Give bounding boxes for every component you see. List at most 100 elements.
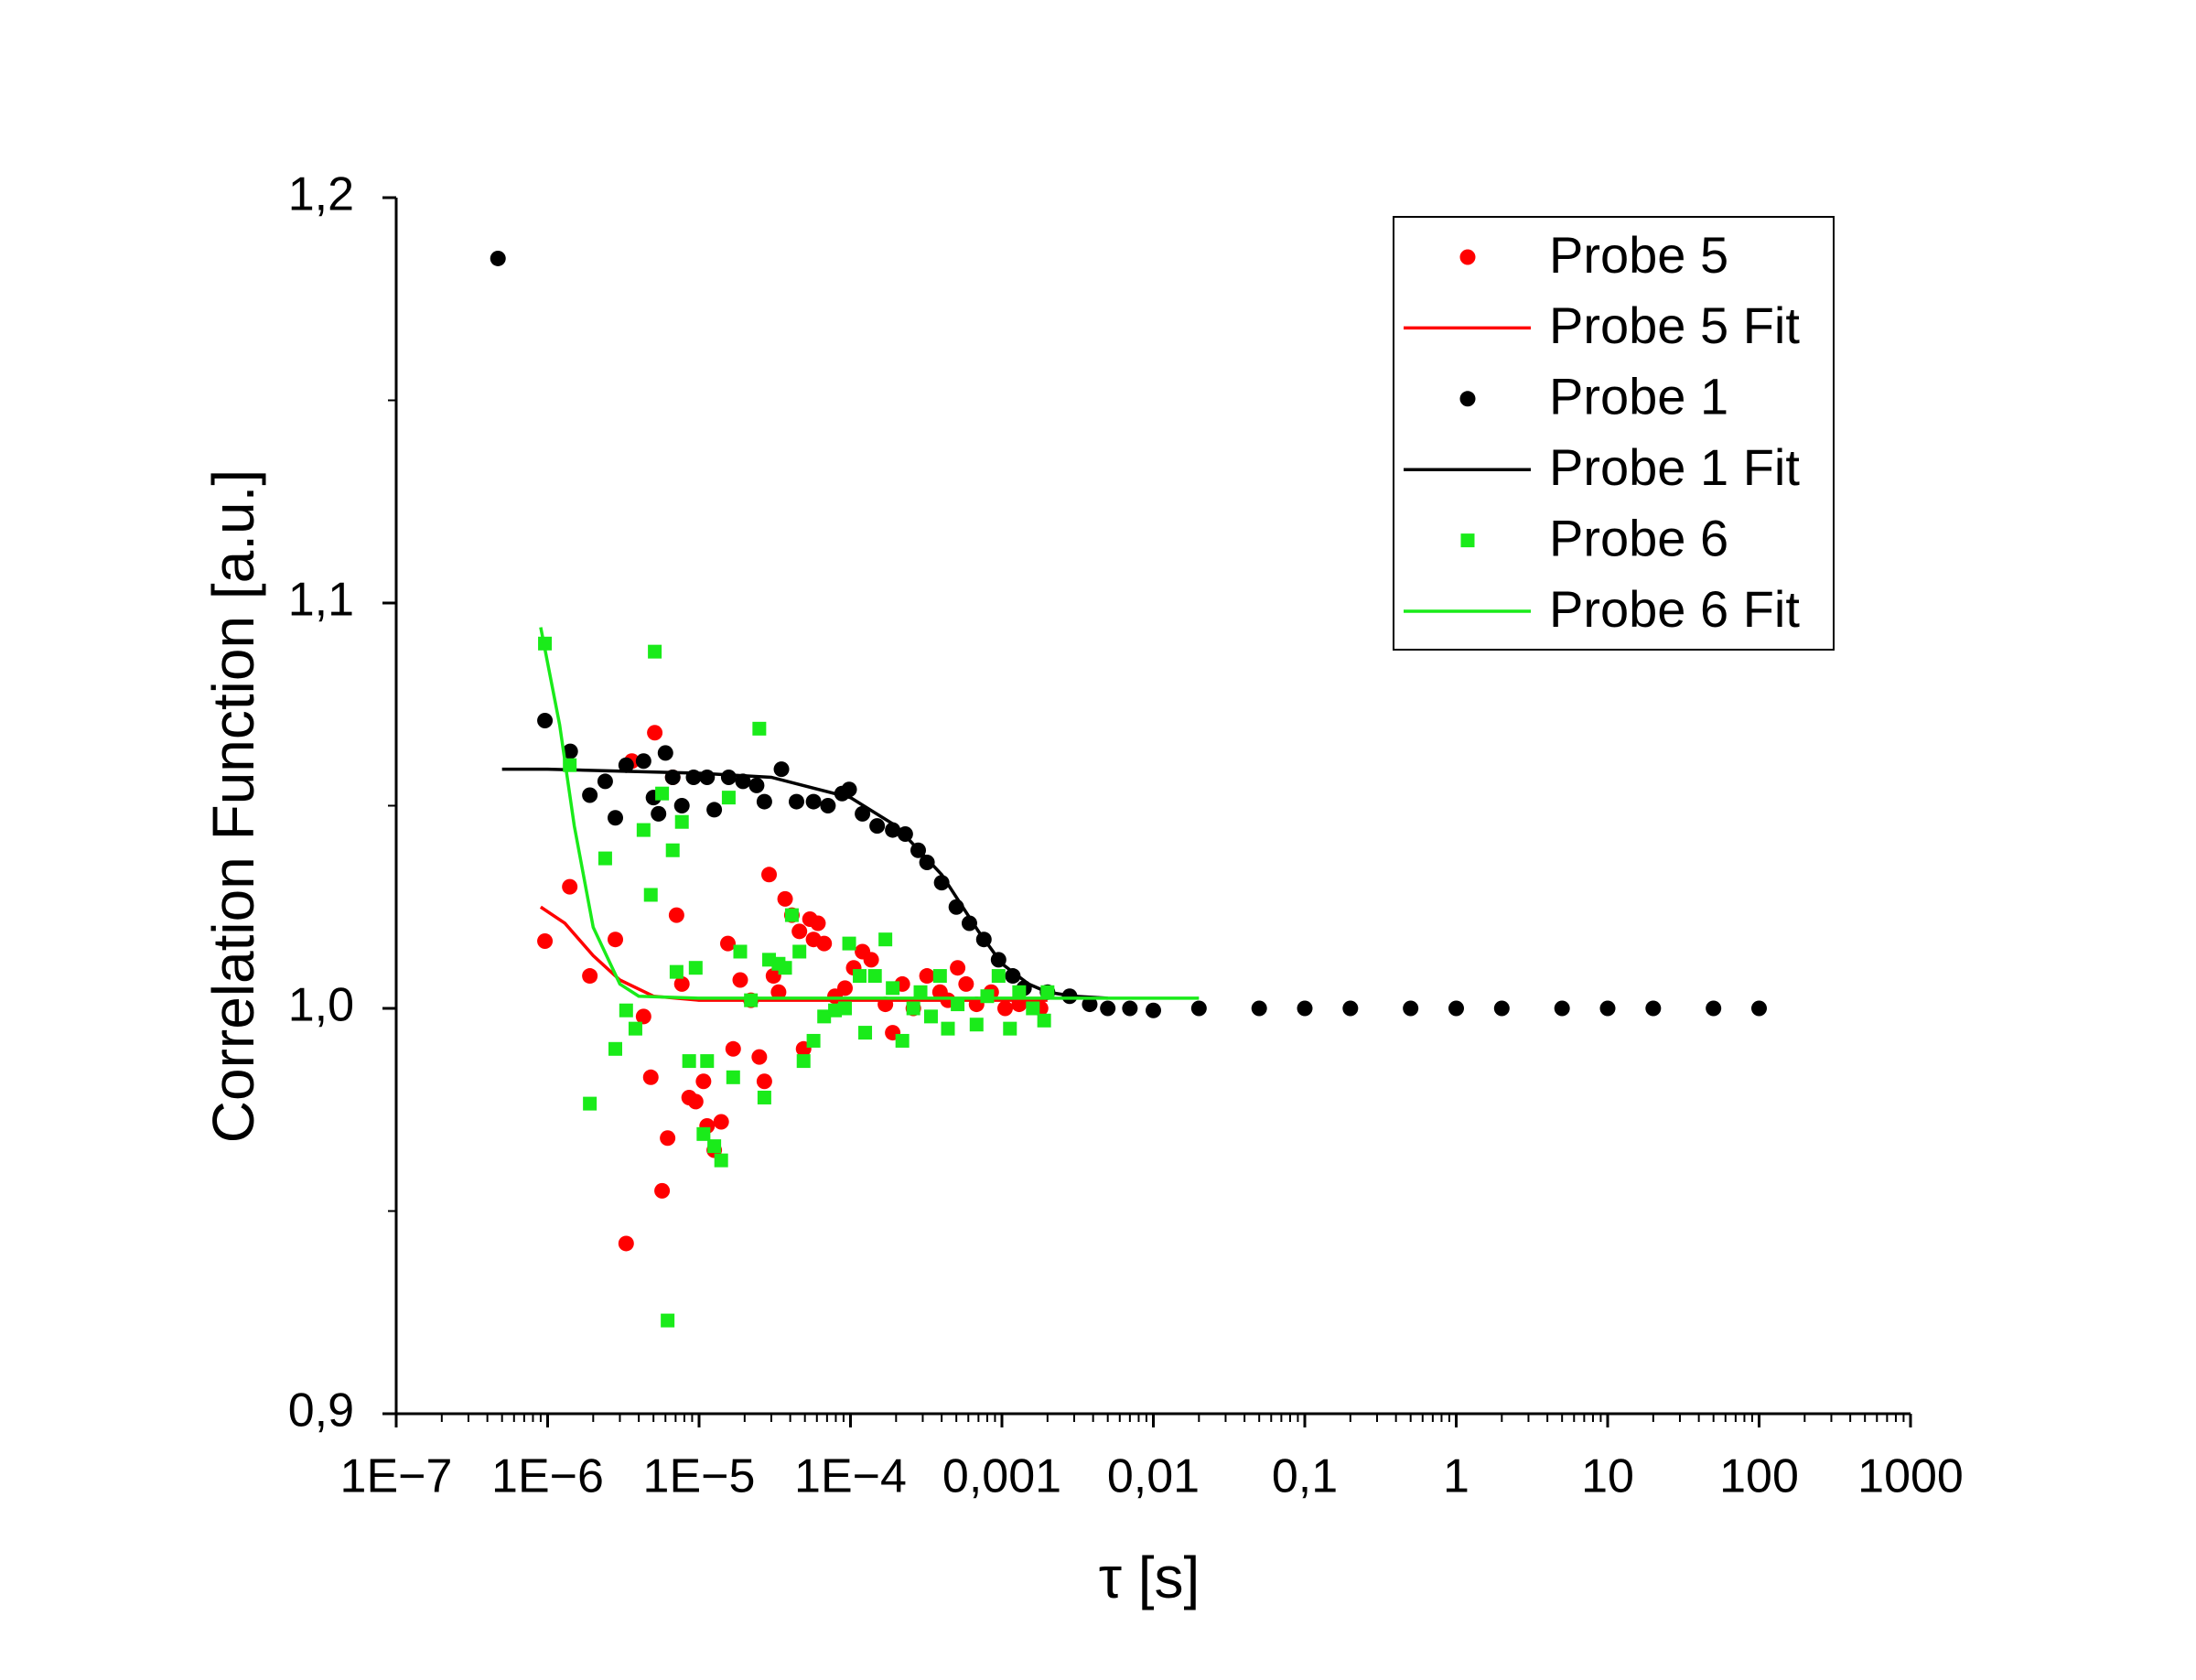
data-point (733, 944, 748, 959)
data-point (719, 935, 736, 952)
x-tick-label: 0,001 (942, 1450, 1061, 1503)
data-point (751, 1049, 768, 1065)
data-point (714, 1153, 728, 1168)
data-point (660, 1130, 676, 1147)
data-point (805, 793, 822, 810)
data-point (1190, 1000, 1207, 1017)
x-tick-label: 1E−4 (794, 1450, 907, 1503)
data-point (643, 888, 658, 902)
x-tick-label: 1E−7 (340, 1450, 453, 1503)
data-point (1082, 996, 1098, 1013)
y-tick-label: 1,1 (288, 574, 354, 627)
data-point (1005, 968, 1021, 985)
data-point (651, 805, 667, 822)
data-point (756, 1073, 772, 1090)
y-tick-label: 0,9 (288, 1384, 354, 1438)
data-point (756, 793, 772, 810)
data-point (1554, 1000, 1570, 1017)
data-point (919, 855, 935, 871)
data-point (757, 1090, 771, 1104)
legend-swatch (1459, 391, 1476, 407)
data-point (1026, 1001, 1040, 1016)
data-point (820, 798, 836, 813)
data-point (1751, 1000, 1767, 1017)
data-point (657, 745, 673, 761)
data-point (654, 1182, 671, 1199)
data-point (980, 989, 995, 1004)
data-point (642, 1069, 659, 1085)
data-point (583, 1096, 597, 1111)
legend-label: Probe 1 Fit (1549, 438, 1800, 496)
data-point (919, 968, 935, 985)
y-axis-title: Correlation Function [a.u.] (200, 469, 266, 1143)
x-axis-title: τ [s] (1099, 1545, 1200, 1610)
data-point (853, 969, 867, 984)
data-point (665, 843, 680, 857)
data-point (841, 781, 857, 798)
data-point (647, 725, 663, 741)
data-point (732, 972, 748, 988)
data-point (706, 802, 723, 818)
data-point (1342, 1000, 1359, 1017)
data-point (1645, 1000, 1662, 1017)
data-point (597, 773, 613, 790)
data-point (688, 961, 703, 975)
data-point (562, 743, 578, 759)
data-point (721, 791, 736, 805)
data-point (863, 952, 879, 968)
data-point (838, 1001, 853, 1016)
data-point (941, 1021, 955, 1036)
data-point (696, 1126, 711, 1141)
data-point (752, 721, 767, 736)
data-point (635, 753, 651, 770)
data-point (761, 867, 778, 883)
data-point (687, 1093, 704, 1110)
data-point (655, 786, 670, 801)
data-point (1493, 1000, 1510, 1017)
data-point (816, 935, 833, 952)
data-point (582, 787, 598, 803)
data-point (806, 1033, 821, 1048)
data-point (765, 968, 781, 985)
data-point (791, 923, 808, 940)
legend-label: Probe 5 (1549, 226, 1728, 284)
data-point (951, 997, 965, 1012)
legend-swatch (1459, 249, 1476, 265)
data-point (991, 969, 1006, 984)
data-point (778, 961, 792, 975)
data-point (608, 810, 624, 826)
data-point (796, 1054, 811, 1069)
data-point (720, 769, 737, 785)
data-point (608, 932, 624, 948)
x-tick-label: 100 (1719, 1450, 1799, 1503)
x-tick-label: 10 (1581, 1450, 1634, 1503)
data-point (1012, 985, 1027, 999)
data-point (1003, 1021, 1017, 1036)
data-point (669, 964, 684, 979)
data-point (537, 712, 554, 728)
data-point (869, 818, 886, 835)
y-tick-label: 1,0 (288, 979, 354, 1032)
data-point (582, 968, 598, 985)
data-point (906, 1001, 920, 1016)
data-point (858, 1026, 873, 1040)
data-point (725, 1040, 741, 1057)
data-point (1706, 1000, 1722, 1017)
data-point (867, 969, 882, 984)
data-point (744, 993, 759, 1007)
data-point (682, 1054, 696, 1069)
x-tick-label: 1000 (1857, 1450, 1964, 1503)
data-point (1403, 1000, 1419, 1017)
data-point (958, 975, 974, 992)
data-point (726, 1070, 740, 1084)
data-point (1448, 1000, 1464, 1017)
data-point (673, 798, 690, 813)
data-point (961, 915, 977, 932)
legend-box (1393, 216, 1835, 651)
legend: Probe 5 Probe 5 Fit Probe 1 Probe 1 Fit Prob… (1393, 216, 1835, 651)
data-point (817, 1009, 832, 1024)
data-point (788, 793, 804, 810)
data-point (1297, 1000, 1313, 1017)
data-point (748, 777, 765, 793)
data-point (490, 250, 506, 266)
